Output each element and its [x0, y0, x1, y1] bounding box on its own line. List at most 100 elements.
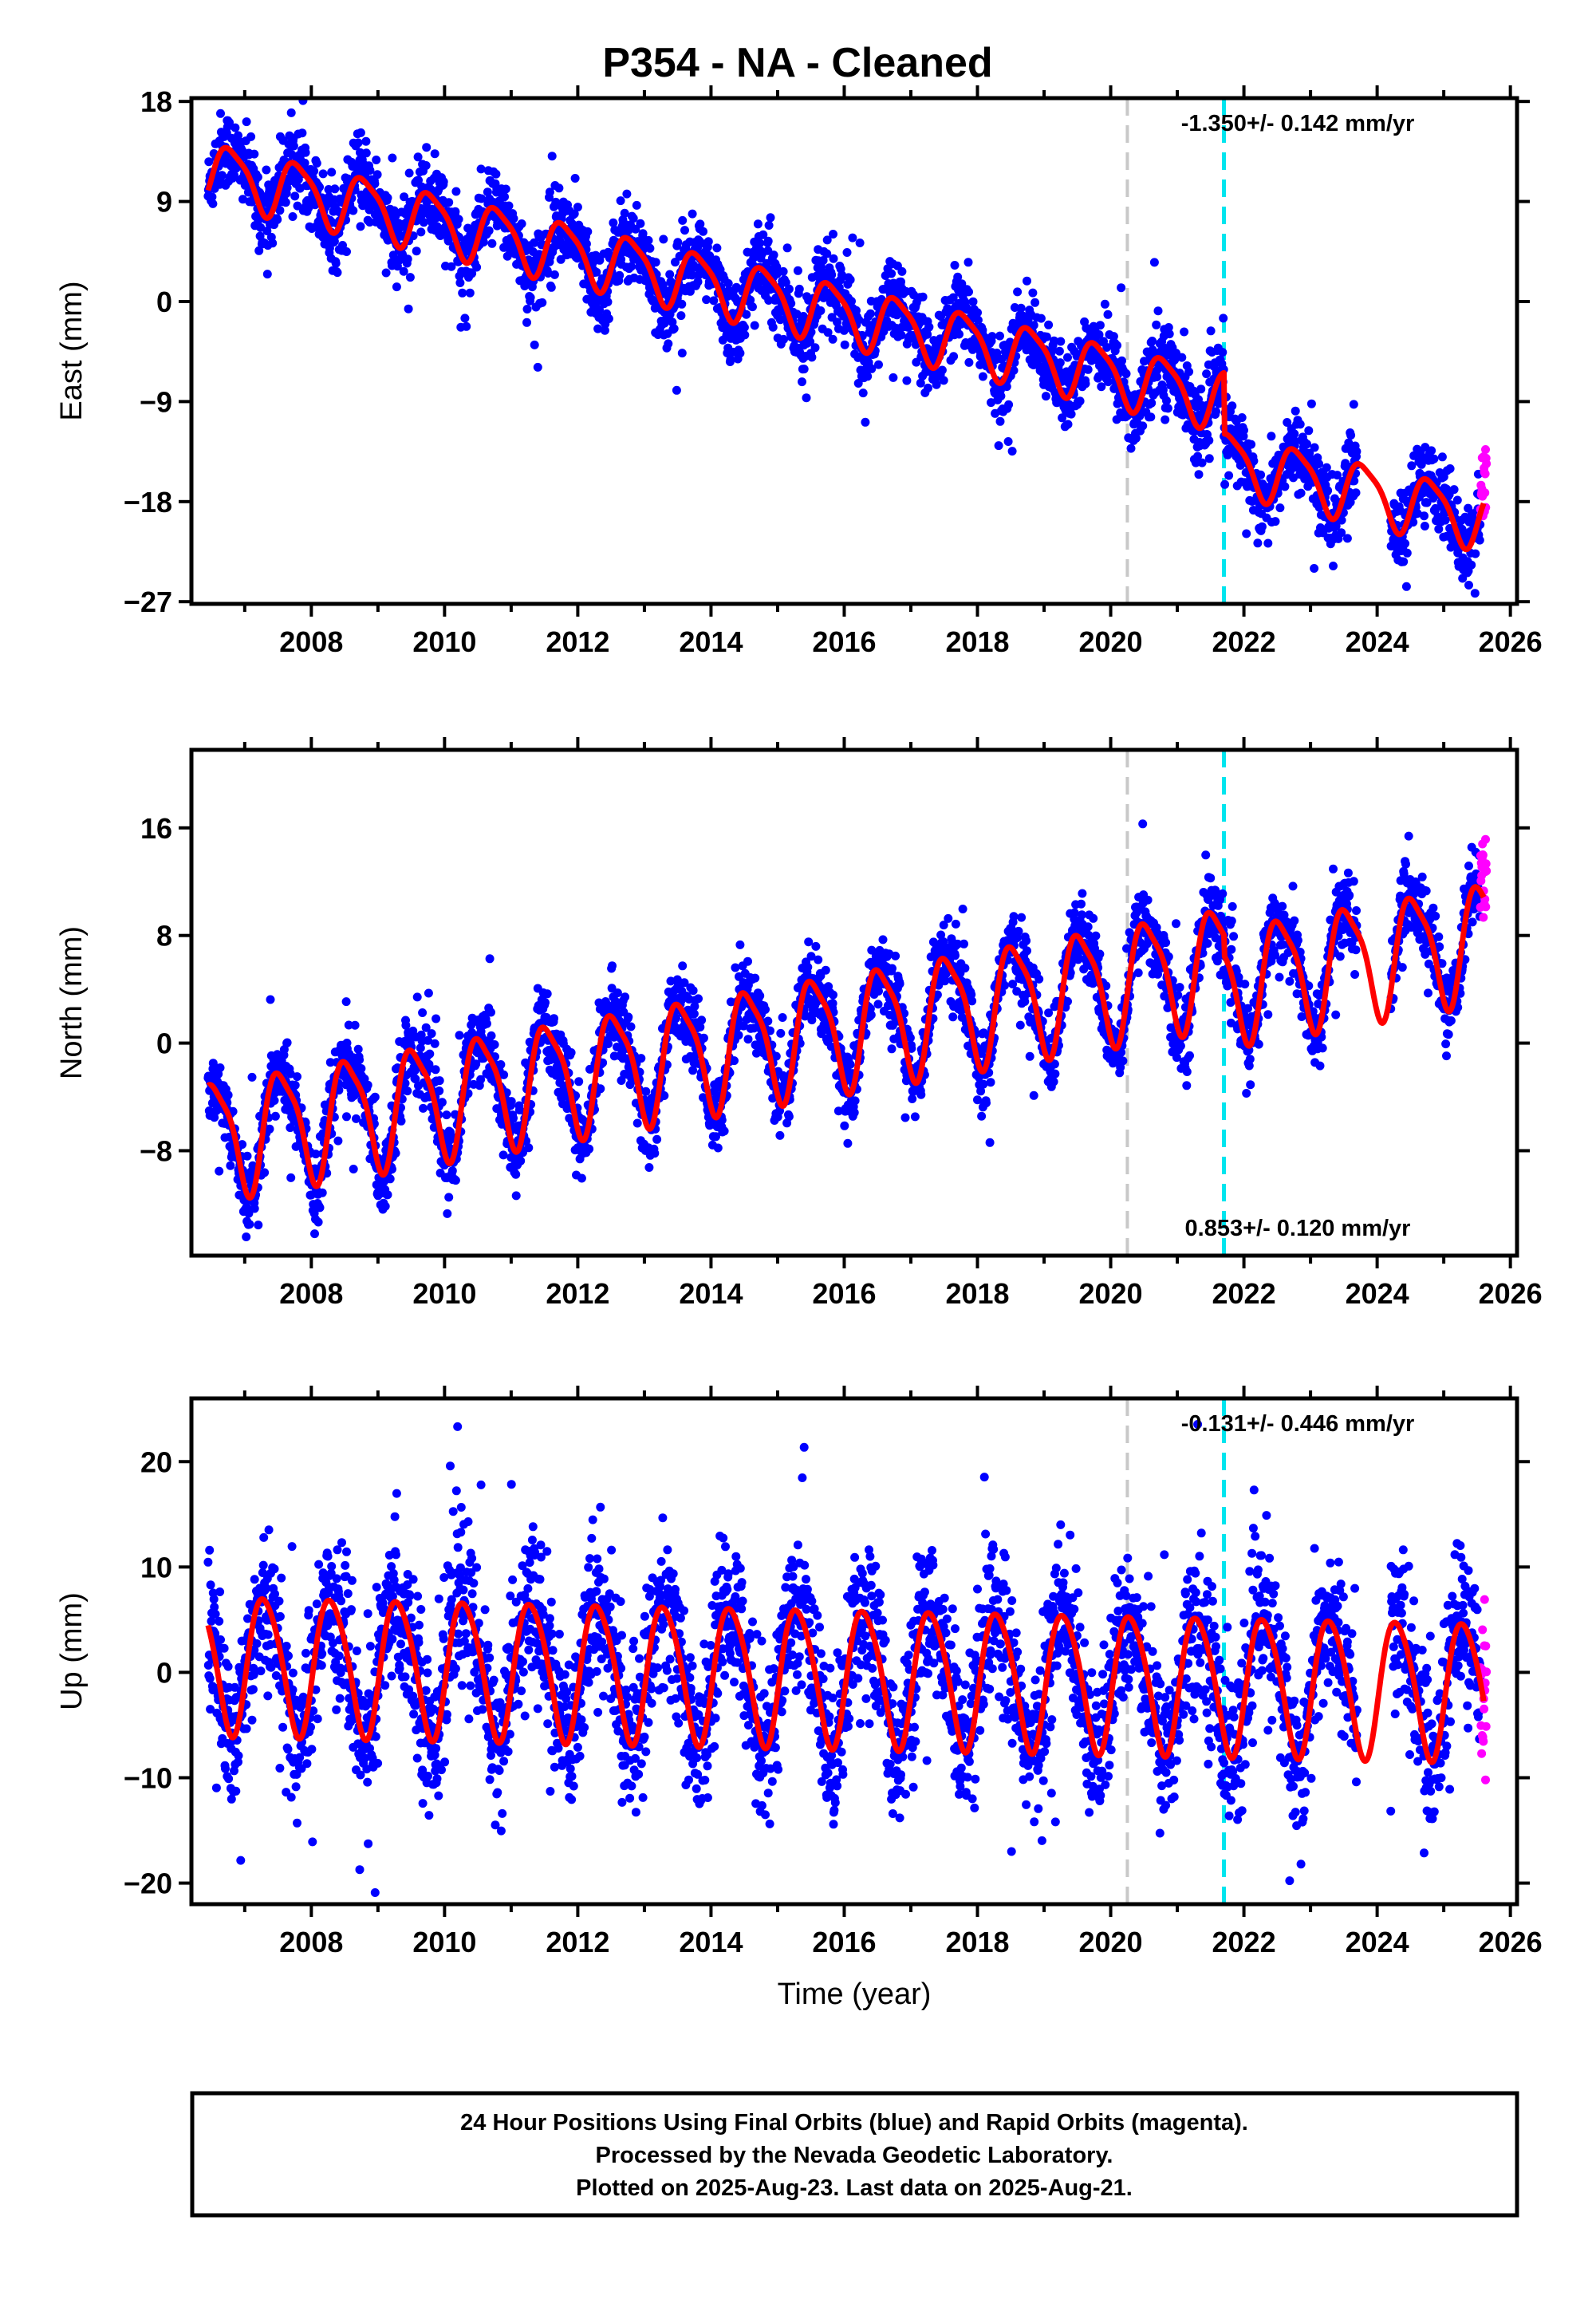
east-data-point — [854, 315, 864, 325]
east-data-point — [1401, 538, 1410, 548]
east-data-point — [1094, 330, 1104, 339]
north-data-point — [487, 1031, 496, 1040]
east-ytick-label: −27 — [124, 586, 172, 618]
east-data-point — [1054, 346, 1064, 356]
north-data-point — [719, 1126, 729, 1136]
north-data-point — [613, 988, 622, 998]
east-data-point — [250, 149, 259, 159]
east-data-point — [400, 192, 409, 202]
north-data-point — [210, 1113, 219, 1122]
east-data-point — [953, 272, 963, 282]
east-data-point — [680, 226, 689, 235]
north-data-point — [266, 995, 275, 1004]
east-data-point — [1109, 332, 1118, 341]
east-data-point — [545, 187, 554, 197]
north-data-point — [242, 1151, 252, 1161]
north-data-point — [574, 1077, 584, 1087]
east-data-point — [1044, 320, 1054, 329]
east-data-point — [847, 297, 856, 306]
north-data-point — [380, 1201, 390, 1211]
east-data-point — [1204, 436, 1214, 445]
east-data-point — [955, 329, 964, 339]
east-data-point — [735, 349, 745, 358]
east-data-point — [1314, 459, 1324, 468]
east-data-point — [1121, 369, 1131, 378]
east-data-point — [798, 377, 806, 387]
east-data-point — [696, 219, 705, 229]
east-frame — [189, 96, 1519, 606]
east-data-point — [1146, 412, 1156, 422]
east-data-point — [1153, 306, 1163, 316]
east-data-point — [1349, 400, 1358, 409]
north-data-point — [566, 1048, 576, 1057]
east-data-point — [439, 177, 448, 187]
east-data-point — [413, 152, 423, 162]
north-data-point — [506, 1097, 516, 1106]
east-data-point — [924, 322, 934, 332]
north-data-point — [250, 1204, 259, 1213]
east-data-point — [465, 288, 475, 298]
east-data-point — [964, 258, 973, 267]
east-data-point — [570, 174, 580, 183]
east-data-point — [333, 268, 342, 278]
east-data-point — [501, 184, 510, 194]
east-data-point — [327, 168, 337, 177]
east-model-curve — [205, 144, 1487, 553]
east-data-point — [1152, 320, 1161, 329]
east-data-point — [1184, 367, 1194, 377]
east-data-point — [312, 159, 321, 168]
east-data-point — [753, 219, 763, 229]
north-data-point — [435, 1076, 444, 1086]
east-data-point — [620, 208, 629, 218]
east-data-point — [286, 108, 296, 117]
east-data-point — [256, 223, 266, 232]
east-data-point — [1295, 420, 1305, 429]
east-data-point — [669, 324, 679, 333]
east-data-point — [432, 222, 442, 231]
east-data-point — [863, 372, 873, 381]
east-data-point — [842, 248, 852, 257]
north-data-point — [403, 1087, 412, 1096]
east-data-point — [361, 148, 371, 158]
east-data-point — [651, 258, 660, 267]
east-data-point — [238, 195, 247, 204]
north-data-point — [713, 1143, 723, 1153]
north-data-point — [435, 1087, 444, 1095]
north-data-point — [652, 1134, 662, 1144]
east-data-point — [1333, 471, 1342, 480]
east-data-point — [262, 270, 272, 279]
east-data-point — [644, 235, 653, 245]
east-data-point — [1212, 407, 1220, 416]
east-data-point — [1267, 432, 1276, 441]
east-data-point — [242, 117, 251, 127]
east-data-point — [1148, 337, 1157, 345]
east-data-point — [430, 149, 439, 159]
north-data-point — [254, 1221, 263, 1230]
east-data-point — [477, 194, 487, 203]
north-data-point — [735, 940, 745, 949]
east-data-point — [1081, 379, 1090, 388]
east-data-point — [1196, 385, 1206, 394]
east-data-point — [1342, 534, 1352, 543]
north-data-point — [352, 1114, 361, 1123]
east-data-point — [822, 249, 832, 258]
east-data-point — [1271, 517, 1280, 526]
north-data-point — [604, 1039, 613, 1048]
east-data-point — [867, 364, 877, 373]
east-data-point — [414, 175, 423, 185]
east-data-point — [939, 376, 948, 385]
east-data-point — [603, 298, 613, 306]
north-data-point — [577, 1173, 586, 1183]
east-data-point — [823, 328, 833, 337]
north-data-point — [425, 1049, 435, 1059]
east-data-point — [595, 305, 604, 314]
north-data-point — [482, 1019, 491, 1028]
east-data-point — [1117, 283, 1126, 293]
east-data-point — [509, 214, 518, 223]
east-data-point — [361, 136, 371, 146]
east-data-point — [609, 218, 618, 227]
east-data-point — [1322, 463, 1331, 472]
east-data-point — [889, 373, 898, 382]
east-data-point — [1023, 276, 1031, 286]
